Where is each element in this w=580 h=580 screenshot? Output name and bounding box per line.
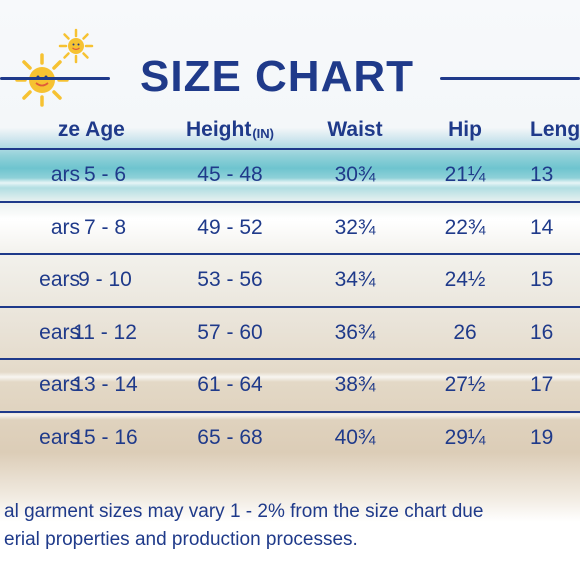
title-rule-right — [440, 77, 580, 80]
cell-age: 13 - 14 — [72, 373, 138, 397]
cell-height: 49 - 52 — [197, 215, 263, 239]
cell-height: 61 - 64 — [197, 373, 263, 397]
cell-length: 13 — [530, 163, 554, 187]
wave-foam — [0, 214, 580, 224]
cell-size: ears — [39, 425, 80, 449]
header-size: ze — [57, 118, 80, 141]
table-row: ars 7 - 8 49 - 52 32¾ 22¾ 14 — [0, 203, 580, 255]
cell-waist: 30¾ — [334, 163, 376, 187]
cell-waist: 40¾ — [334, 425, 376, 449]
wave-foam — [0, 372, 580, 382]
sun-icon — [58, 28, 94, 64]
cell-age: 9 - 10 — [78, 268, 132, 292]
disclaimer-line-1: al garment sizes may vary 1 - 2% from th… — [4, 501, 484, 522]
cell-age: 7 - 8 — [83, 215, 127, 239]
title-bar: SIZE CHART — [0, 52, 580, 102]
cell-age: 15 - 16 — [72, 425, 138, 449]
cell-hip: 22¾ — [444, 215, 486, 239]
table-row: ears 11 - 12 57 - 60 36¾ 26 16 — [0, 308, 580, 360]
cell-height: 53 - 56 — [197, 268, 263, 292]
cell-waist: 36¾ — [334, 320, 376, 344]
cell-age: 5 - 6 — [83, 163, 127, 187]
header-length: Leng — [530, 118, 580, 141]
cell-size: ars — [50, 215, 80, 239]
cell-waist: 32¾ — [334, 215, 376, 239]
cell-length: 17 — [530, 373, 554, 397]
cell-size: ears — [39, 320, 80, 344]
header-hip: Hip — [448, 118, 482, 141]
header-waist: Waist — [327, 118, 383, 141]
header-age: Age — [85, 118, 125, 141]
cell-hip: 26 — [453, 320, 477, 344]
size-table: ze Age Height (IN) Waist Hip Leng ars 5 -… — [0, 112, 580, 463]
cell-height: 65 - 68 — [197, 425, 263, 449]
cell-length: 16 — [530, 320, 554, 344]
sun-icon — [15, 53, 69, 107]
title-rule-left — [0, 77, 110, 80]
table-row: ears 9 - 10 53 - 56 34¾ 24½ 15 — [0, 255, 580, 308]
cell-waist: 38¾ — [334, 373, 376, 397]
disclaimer-line-2: erial properties and production processe… — [4, 529, 358, 550]
wave-foam — [0, 410, 580, 420]
cell-hip: 27½ — [444, 373, 486, 397]
table-row: ars 5 - 6 45 - 48 30¾ 21¼ 13 — [0, 150, 580, 203]
cell-hip: 29¼ — [444, 425, 486, 449]
table-row: ears 15 - 16 65 - 68 40¾ 29¼ 19 — [0, 413, 580, 464]
header-height-label: Height — [186, 118, 252, 141]
cell-waist: 34¾ — [334, 268, 376, 292]
cell-length: 14 — [530, 215, 554, 239]
cell-age: 11 - 12 — [73, 320, 137, 344]
header-height: Height (IN) — [170, 112, 290, 148]
wave-foam — [0, 178, 580, 188]
cell-height: 57 - 60 — [197, 320, 263, 344]
table-row: ears 13 - 14 61 - 64 38¾ 27½ 17 — [0, 360, 580, 413]
cell-length: 19 — [530, 425, 554, 449]
header-height-unit: (IN) — [252, 125, 274, 141]
cell-hip: 24½ — [444, 268, 486, 292]
table-header-row: ze Age Height (IN) Waist Hip Leng — [0, 112, 580, 150]
page-title: SIZE CHART — [140, 52, 414, 101]
cell-height: 45 - 48 — [197, 163, 263, 187]
cell-size: ears — [39, 373, 80, 397]
cell-size: ears — [39, 268, 80, 292]
cell-size: ars — [50, 163, 80, 187]
cell-length: 15 — [530, 268, 554, 292]
cell-hip: 21¼ — [444, 163, 486, 187]
